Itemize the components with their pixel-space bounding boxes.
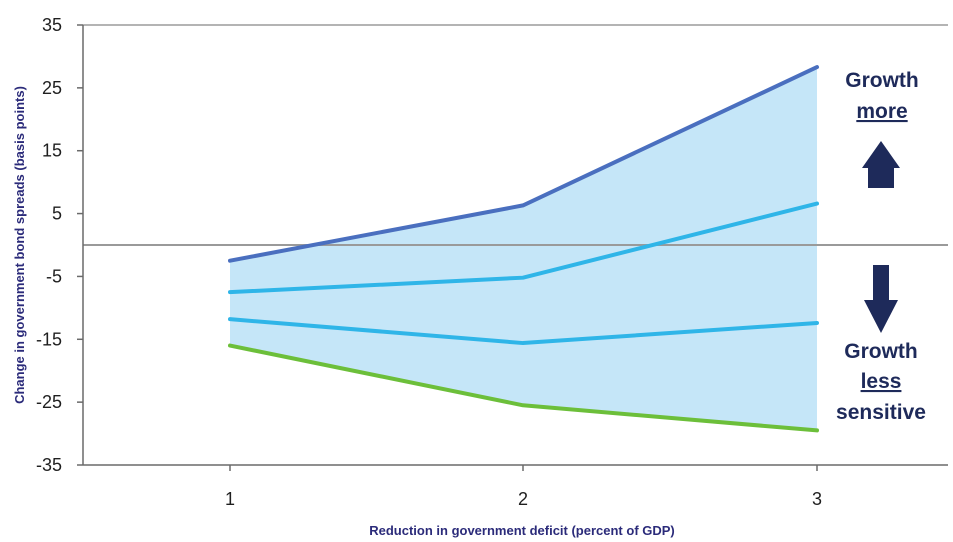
series-lines: [228, 65, 819, 433]
annotation-top-line1: Growth: [845, 69, 919, 92]
series-line-4: [228, 343, 819, 433]
y-tick-label: 5: [52, 204, 62, 224]
y-tick-label: -15: [36, 329, 62, 349]
series-line-2: [228, 201, 819, 295]
y-tick-label: 15: [42, 141, 62, 161]
y-tick-label: 35: [42, 15, 62, 35]
annotation-bottom-line3: sensitive: [836, 401, 926, 424]
y-tick-label: -35: [36, 455, 62, 475]
annotation-growth-more: Growth more: [845, 69, 919, 188]
x-axis-title: Reduction in government deficit (percent…: [369, 523, 675, 538]
sensitivity-band: [230, 67, 817, 431]
x-tick-label: 2: [518, 489, 528, 509]
series-line-3: [228, 317, 819, 346]
annotation-bottom-line2: less: [861, 370, 902, 393]
up-arrow-icon: [862, 141, 900, 188]
x-tick-label: 3: [812, 489, 822, 509]
y-axis-title: Change in government bond spreads (basis…: [12, 86, 27, 404]
series-line-1: [228, 65, 819, 263]
y-tick-label: 25: [42, 78, 62, 98]
annotation-top-line2: more: [856, 100, 907, 123]
y-axis-ticks: 35 25 15 5 -5 -15 -25 -35: [36, 15, 83, 475]
annotation-bottom-line1: Growth: [844, 340, 918, 363]
annotation-growth-less-sensitive: Growth less sensitive: [836, 265, 926, 424]
y-tick-label: -5: [46, 266, 62, 286]
x-axis-ticks: 1 2 3: [225, 465, 822, 509]
down-arrow-icon: [864, 265, 898, 333]
y-tick-label: -25: [36, 392, 62, 412]
x-tick-label: 1: [225, 489, 235, 509]
